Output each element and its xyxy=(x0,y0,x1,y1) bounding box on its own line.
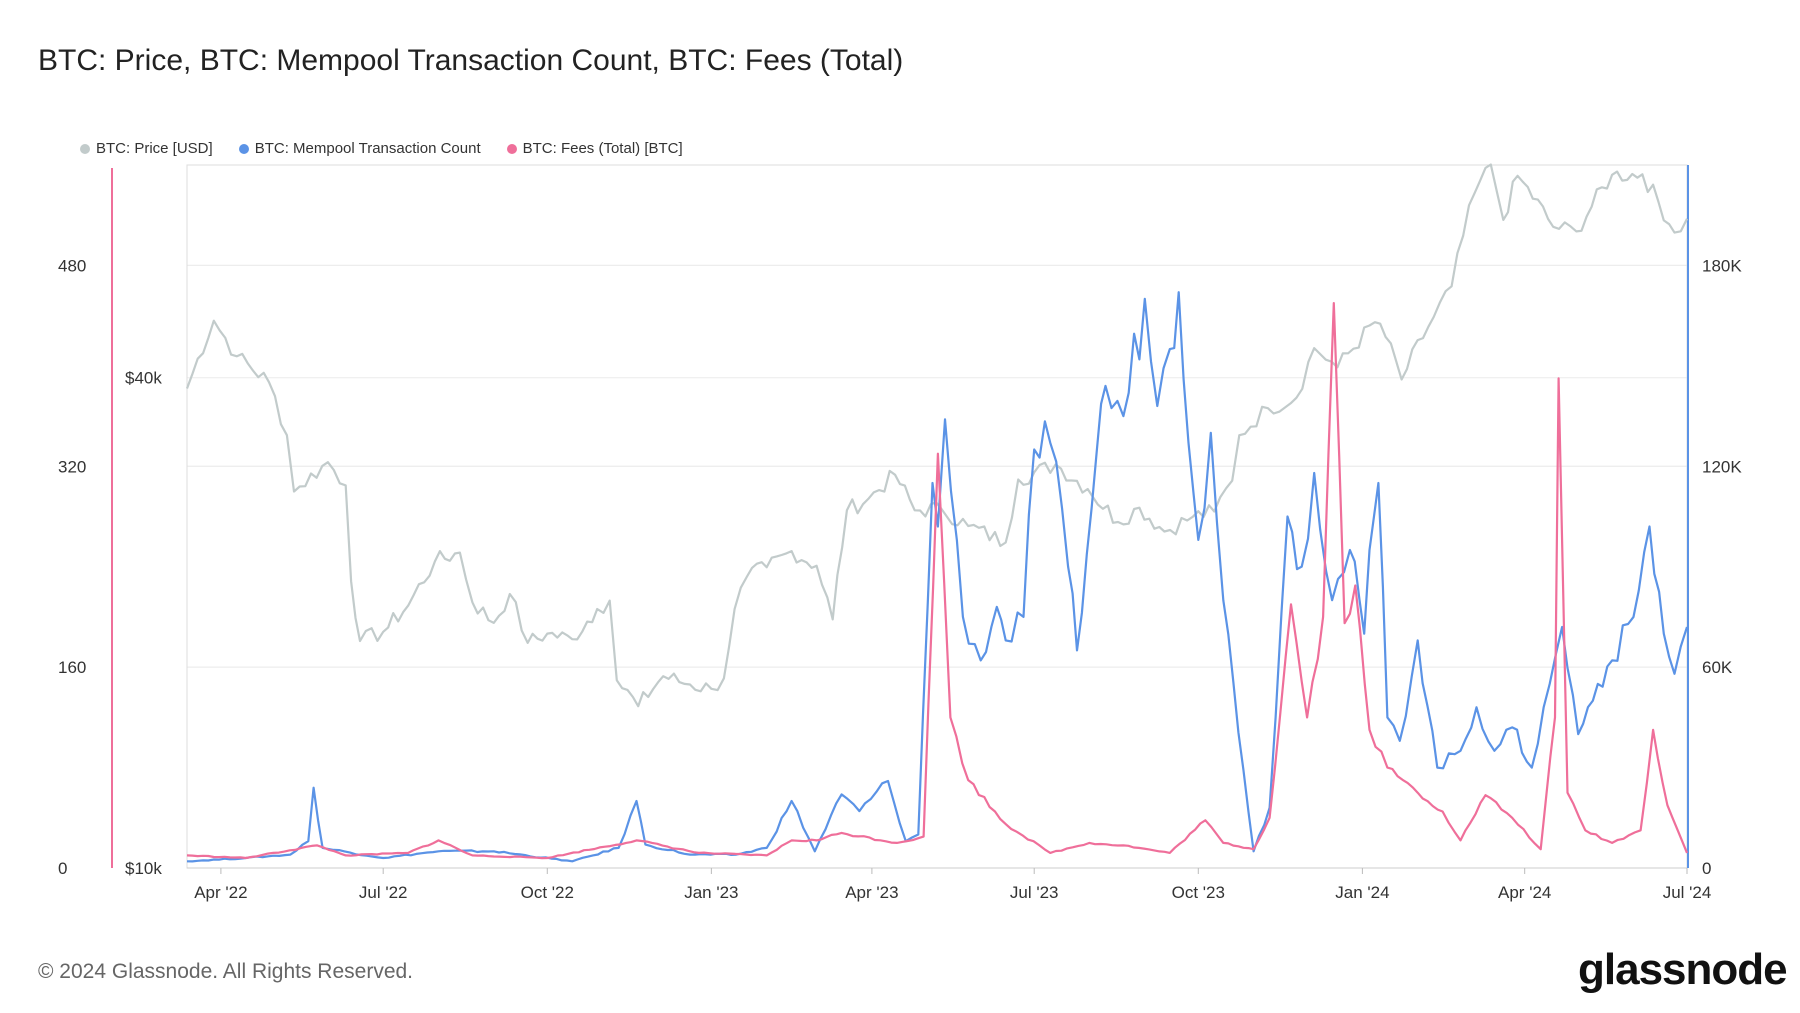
price-tick-label: $10k xyxy=(125,859,162,878)
fees-tick-label: 0 xyxy=(58,859,67,878)
fees-tick-label: 480 xyxy=(58,256,86,275)
legend-label-price: BTC: Price [USD] xyxy=(96,140,213,157)
legend-label-fees: BTC: Fees (Total) [BTC] xyxy=(522,140,683,157)
chart-legend: BTC: Price [USD] BTC: Mempool Transactio… xyxy=(80,140,683,157)
series-line-price[interactable] xyxy=(185,163,1688,708)
chart-grid xyxy=(187,264,1687,668)
x-tick-label: Jan '24 xyxy=(1335,883,1389,902)
legend-item-price[interactable]: BTC: Price [USD] xyxy=(80,140,213,157)
legend-item-fees[interactable]: BTC: Fees (Total) [BTC] xyxy=(506,140,683,157)
x-tick-label: Jul '23 xyxy=(1010,883,1059,902)
legend-dot-fees-icon xyxy=(506,143,517,154)
x-tick-label: Jan '23 xyxy=(684,883,738,902)
x-tick-label: Oct '22 xyxy=(521,883,574,902)
mempool-tick-label: 60K xyxy=(1702,658,1733,677)
x-tick-label: Apr '23 xyxy=(845,883,898,902)
fees-tick-label: 160 xyxy=(58,658,86,677)
legend-dot-mempool-icon xyxy=(238,143,249,154)
series-line-fees[interactable] xyxy=(186,302,1689,860)
legend-label-mempool: BTC: Mempool Transaction Count xyxy=(254,140,481,157)
mempool-tick-label: 0 xyxy=(1702,859,1711,878)
mempool-tick-label: 180K xyxy=(1702,256,1742,275)
x-tick-label: Jul '24 xyxy=(1663,883,1712,902)
x-tick-label: Apr '24 xyxy=(1498,883,1551,902)
series-group xyxy=(185,163,1689,863)
chart-title: BTC: Price, BTC: Mempool Transaction Cou… xyxy=(38,44,904,77)
chart-area: 0 160 320 480 $10k $40k 0 60K 120K 180K Apr '22 Jul… xyxy=(58,163,1742,902)
glassnode-logo[interactable]: glassnode xyxy=(1578,945,1788,994)
legend-dot-price-icon xyxy=(80,143,90,154)
x-tick-label: Jul '22 xyxy=(359,883,408,902)
x-tick-label: Oct '23 xyxy=(1172,883,1225,902)
fees-tick-label: 320 xyxy=(58,457,86,476)
legend-item-mempool[interactable]: BTC: Mempool Transaction Count xyxy=(238,140,481,157)
mempool-tick-label: 120K xyxy=(1702,457,1742,476)
x-tick-label: Apr '22 xyxy=(194,883,247,902)
price-tick-label: $40k xyxy=(125,369,162,388)
tick-labels: 0 160 320 480 $10k $40k 0 60K 120K 180K Apr '22 Jul… xyxy=(58,256,1742,902)
copyright-footer: © 2024 Glassnode. All Rights Reserved. xyxy=(38,960,414,983)
